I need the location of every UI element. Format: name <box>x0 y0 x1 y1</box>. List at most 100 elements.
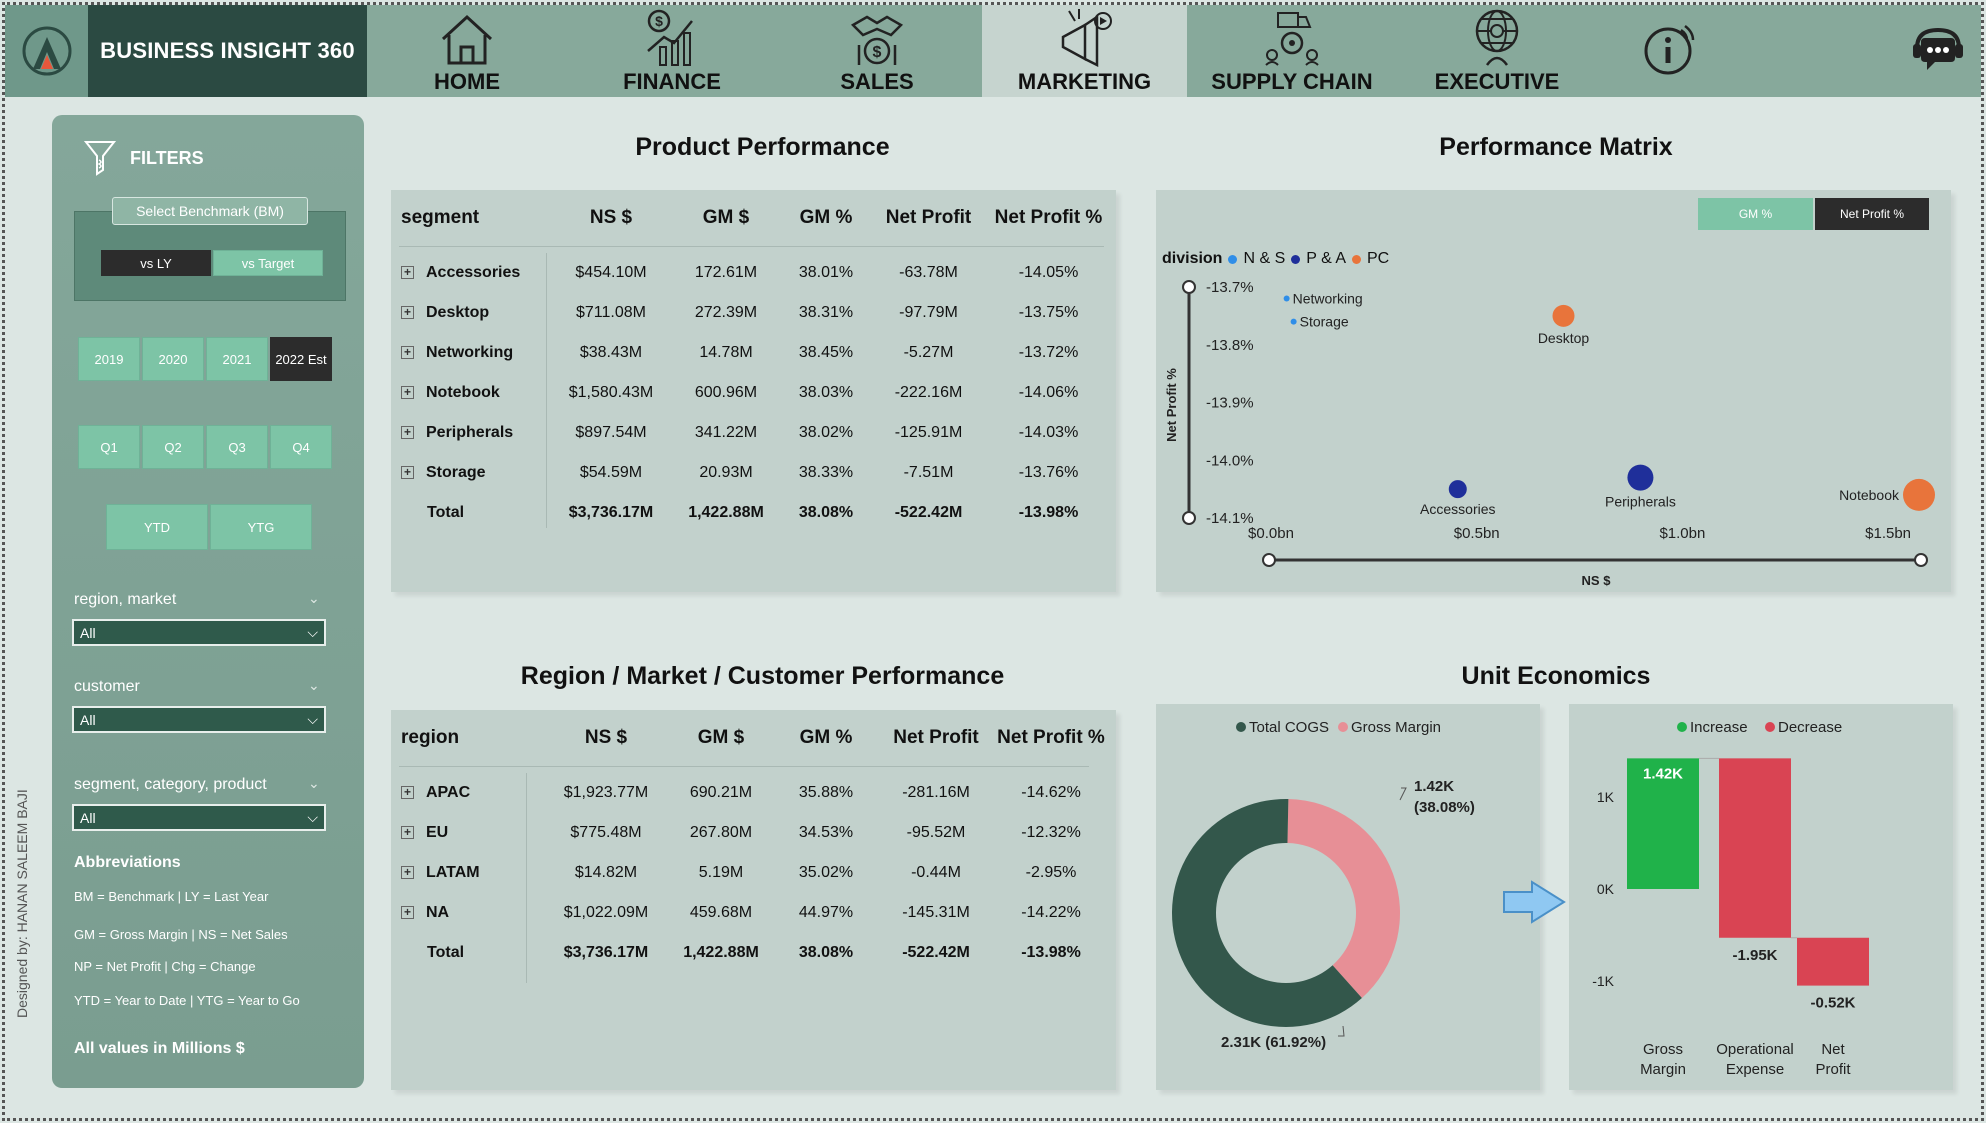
column-header: Net Profit <box>885 207 972 228</box>
expand-plus-icon[interactable]: + <box>401 346 414 360</box>
home-icon <box>441 14 493 65</box>
info-button[interactable] <box>1630 5 1710 97</box>
year-2021-button[interactable]: 2021 <box>206 337 268 381</box>
table-cell: -0.44M <box>911 864 961 881</box>
table-row[interactable]: + Networking $38.43M 14.78M 38.45% -5.27M -13.… <box>391 333 1111 373</box>
point-label: Notebook <box>1839 487 1900 503</box>
segment-category-product-dropdown[interactable]: All ⌵ <box>72 804 326 831</box>
expand-plus-icon[interactable]: + <box>401 906 414 920</box>
table-cell: -13.98% <box>1018 504 1079 521</box>
table-row[interactable]: + Peripherals $897.54M 341.22M 38.02% -125.91… <box>391 413 1111 453</box>
table-cell: $38.43M <box>579 344 643 361</box>
table-row[interactable]: + NA $1,022.09M 459.68M 44.97% -145.31M -14.22… <box>391 893 1111 933</box>
abbreviation-line: BM = Benchmark | LY = Last Year <box>74 889 269 904</box>
point-label: Accessories <box>1420 501 1495 517</box>
nav-sales[interactable]: $ SALES <box>777 5 977 97</box>
table-row[interactable]: + EU $775.48M 267.80M 34.53% -95.52M -12.32% <box>391 813 1111 853</box>
table-cell: 35.88% <box>798 784 854 801</box>
row-label-text: Accessories <box>426 264 521 281</box>
expand-plus-icon[interactable]: + <box>401 266 414 280</box>
expand-plus-icon[interactable]: + <box>401 426 414 440</box>
nav-finance[interactable]: $ FINANCE <box>567 5 777 97</box>
table-cell: -97.79M <box>899 304 958 321</box>
toggle-gm-percent[interactable]: GM % <box>1698 198 1813 230</box>
scatter-point-accessories <box>1448 480 1467 499</box>
nav-finance-label: FINANCE <box>623 69 721 94</box>
row-label-text: NA <box>426 904 450 921</box>
table-row[interactable]: + Storage $54.59M 20.93M 38.33% -7.51M -13.76% <box>391 453 1111 493</box>
table-cell: 38.02% <box>798 424 854 441</box>
table-row[interactable]: + Desktop $711.08M 272.39M 38.31% -97.79M -13.… <box>391 293 1111 333</box>
nav-executive[interactable]: EXECUTIVE <box>1397 5 1597 97</box>
product-performance-table: segment NS $ GM $ GM % Net Profit Net Profit … <box>391 198 1116 528</box>
row-label: + LATAM <box>391 864 541 882</box>
support-chat-button[interactable] <box>1900 5 1975 97</box>
collapse-chevron-icon[interactable]: ⌄ <box>308 677 320 693</box>
total-cogs-label: 2.31K (61.92%) <box>1221 1034 1326 1051</box>
toggle-net-profit-percent[interactable]: Net Profit % <box>1815 198 1929 230</box>
table-cell: $1,022.09M <box>563 904 649 921</box>
table-row[interactable]: + LATAM $14.82M 5.19M 35.02% -0.44M -2.95% <box>391 853 1111 893</box>
nav-sales-label: SALES <box>840 69 914 94</box>
table-cell: 172.61M <box>694 264 758 281</box>
expand-plus-icon[interactable]: + <box>401 466 414 480</box>
ytd-button[interactable]: YTD <box>106 504 208 550</box>
table-cell: -522.42M <box>894 504 963 521</box>
x-tick-label: $1.5bn <box>1865 525 1911 542</box>
scatter-point-peripherals <box>1627 464 1654 491</box>
expand-plus-icon[interactable]: + <box>401 386 414 400</box>
table-row[interactable]: + Notebook $1,580.43M 600.96M 38.03% -222.16M… <box>391 373 1111 413</box>
abbreviation-line: GM = Gross Margin | NS = Net Sales <box>74 927 288 942</box>
table-cell: 600.96M <box>694 384 758 401</box>
customer-dropdown[interactable]: All ⌵ <box>72 706 326 733</box>
nav-home[interactable]: HOME <box>367 5 567 97</box>
collapse-chevron-icon[interactable]: ⌄ <box>308 590 320 606</box>
year-2020-button[interactable]: 2020 <box>142 337 204 381</box>
nav-marketing[interactable]: MARKETING <box>982 5 1187 97</box>
bar-value-label: -0.52K <box>1810 995 1855 1012</box>
waterfall-bar-operational-expense <box>1719 758 1791 938</box>
bar-value-label: -1.95K <box>1732 947 1777 964</box>
column-header: Net Profit % <box>994 207 1103 228</box>
quarter-q3-button[interactable]: Q3 <box>206 425 268 469</box>
designer-credit: Designed by: HANAN SALEEM BAJI <box>14 789 30 1018</box>
year-2019-button[interactable]: 2019 <box>78 337 140 381</box>
quarter-q1-button[interactable]: Q1 <box>78 425 140 469</box>
table-cell: -63.78M <box>899 264 958 281</box>
nav-supply-chain[interactable]: SUPPLY CHAIN <box>1187 5 1397 97</box>
y-tick-label: -13.7% <box>1206 279 1254 296</box>
table-cell: 341.22M <box>694 424 758 441</box>
row-label-text: EU <box>426 824 449 841</box>
expand-plus-icon[interactable]: + <box>401 826 414 840</box>
expand-plus-icon[interactable]: + <box>401 786 414 800</box>
legend-dot <box>1765 722 1775 732</box>
row-label-text: Notebook <box>426 384 500 401</box>
table-cell: -5.27M <box>903 344 954 361</box>
unit-economics-waterfall: Increase Decrease 1K 0K -1K 1.42K Gross Margin -… <box>1592 719 1869 1078</box>
point-label: Peripherals <box>1605 494 1676 510</box>
legend-dot <box>1351 254 1361 264</box>
table-row[interactable]: + Accessories $454.10M 172.61M 38.01% -63.78M… <box>391 253 1111 293</box>
quarter-q2-button[interactable]: Q2 <box>142 425 204 469</box>
expand-plus-icon[interactable]: + <box>401 306 414 320</box>
bm-vs-ly-button[interactable]: vs LY <box>101 250 211 276</box>
region-market-dropdown[interactable]: All ⌵ <box>72 619 326 646</box>
table-cell: -12.32% <box>1021 824 1081 841</box>
table-cell: 38.03% <box>798 384 854 401</box>
app-logo[interactable] <box>5 5 88 97</box>
table-cell: -281.16M <box>902 784 970 801</box>
legend-item: N & S <box>1243 250 1286 267</box>
table-header-row: segment NS $ GM $ GM % Net Profit Net Profit … <box>391 198 1111 238</box>
table-cell: 459.68M <box>689 904 753 921</box>
ytg-button[interactable]: YTG <box>210 504 312 550</box>
quarter-q4-button[interactable]: Q4 <box>270 425 332 469</box>
table-row[interactable]: + APAC $1,923.77M 690.21M 35.88% -281.16M -14.… <box>391 773 1111 813</box>
bm-vs-target-button[interactable]: vs Target <box>213 250 323 276</box>
table-cell: -145.31M <box>902 904 970 921</box>
row-label: + APAC <box>391 784 541 802</box>
year-2022-est-button[interactable]: 2022 Est <box>270 337 332 381</box>
expand-plus-icon[interactable]: + <box>401 866 414 880</box>
nav-home-label: HOME <box>434 69 500 94</box>
executive-globe-icon <box>1475 9 1519 66</box>
collapse-chevron-icon[interactable]: ⌄ <box>308 775 320 791</box>
